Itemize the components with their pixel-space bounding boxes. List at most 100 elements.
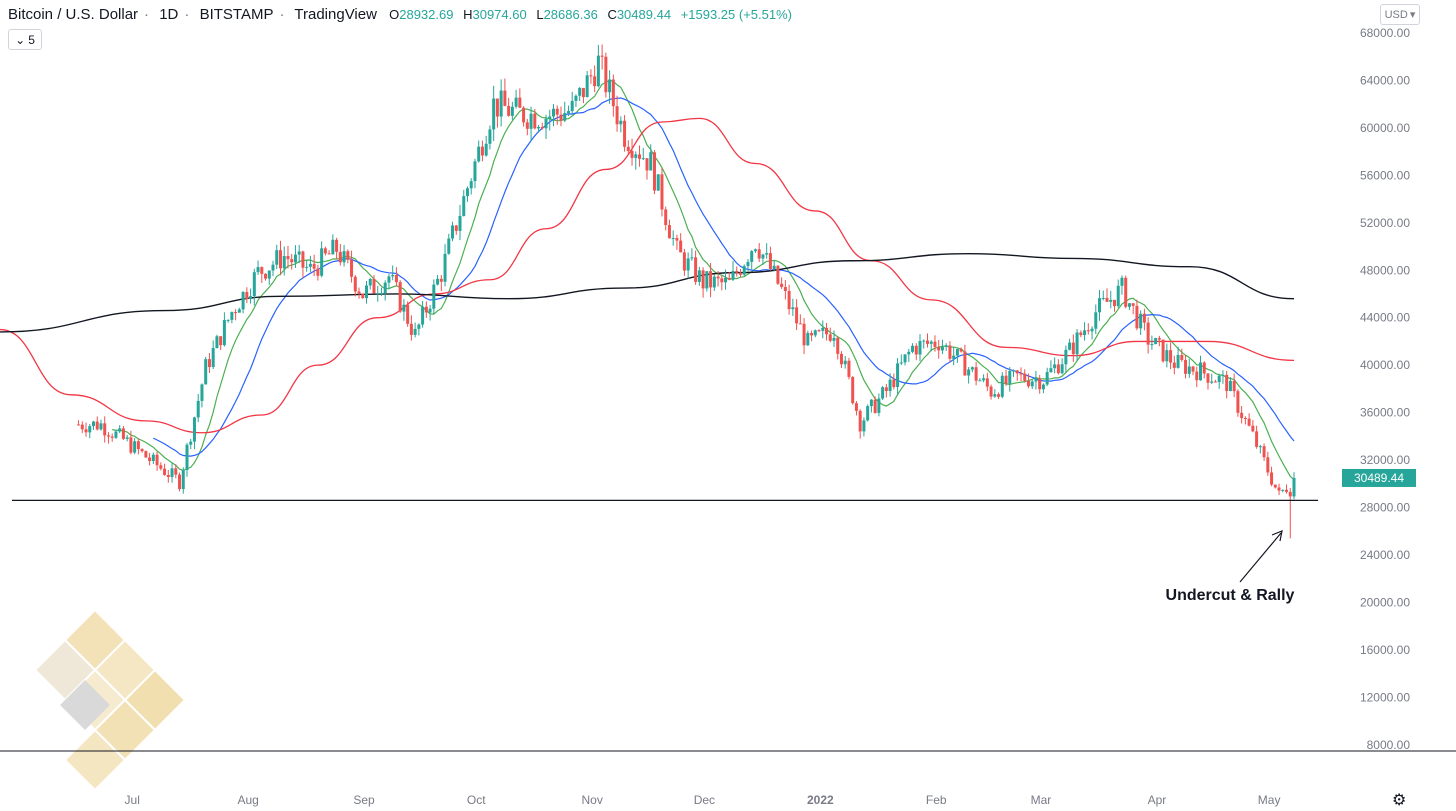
candle-body	[952, 355, 956, 359]
candle-body	[1281, 489, 1285, 491]
candle-body	[757, 249, 761, 259]
candle-body	[922, 340, 926, 342]
candle-body	[80, 424, 84, 430]
candle-body	[570, 100, 574, 112]
candle-body	[1232, 380, 1236, 392]
interval-label[interactable]: 1D	[159, 6, 179, 23]
currency-select[interactable]: USD ▾	[1380, 4, 1420, 25]
candle-body	[125, 437, 129, 439]
candle-body	[638, 154, 642, 159]
candle-body	[1008, 370, 1012, 384]
candle-body	[937, 346, 941, 351]
price-tick-label: 40000.00	[1360, 358, 1410, 372]
candle-body	[110, 436, 114, 438]
candle-body	[753, 249, 757, 252]
candle-body	[1019, 373, 1023, 375]
candle-body	[465, 188, 469, 197]
candle-body	[241, 291, 245, 310]
candle-body	[664, 209, 668, 226]
candle-body	[851, 377, 855, 404]
candle-body	[765, 253, 769, 255]
candle-body	[1124, 277, 1128, 307]
candle-body	[492, 98, 496, 130]
candle-body	[701, 270, 705, 289]
annotation-arrow	[1239, 532, 1282, 583]
candle-body	[245, 291, 249, 300]
candle-body	[185, 444, 189, 470]
candle-body	[925, 340, 929, 344]
candle-body	[1187, 366, 1191, 374]
candle-body	[406, 304, 410, 324]
candle-body	[1161, 339, 1165, 362]
candle-body	[163, 468, 167, 475]
candle-body	[121, 428, 125, 439]
candle-body	[1202, 362, 1206, 374]
candle-body	[1105, 297, 1109, 302]
candle-body	[91, 421, 95, 427]
candle-body	[1098, 298, 1102, 313]
candle-body	[929, 341, 933, 344]
candle-body	[735, 270, 739, 273]
price-tick-label: 28000.00	[1360, 501, 1410, 515]
price-tick-label: 52000.00	[1360, 216, 1410, 230]
candle-body	[866, 406, 870, 421]
price-axis[interactable]: 68000.00 64000.00 60000.00 56000.00 52000.00…	[1360, 26, 1410, 752]
time-tick-label: Aug	[237, 793, 258, 807]
candle-body	[99, 423, 103, 430]
gear-icon[interactable]: ⚙	[1392, 792, 1407, 809]
candle-body	[432, 284, 436, 309]
candle-body	[798, 323, 802, 325]
candle-body	[761, 254, 765, 259]
candle-body	[716, 276, 720, 279]
candle-body	[768, 253, 772, 270]
candle-body	[211, 348, 215, 368]
candle-body	[1258, 446, 1262, 448]
undercut-annotation[interactable]: Undercut & Rally	[1166, 587, 1295, 604]
candle-body	[1056, 364, 1060, 374]
candle-body	[911, 345, 915, 352]
time-tick-label: Jul	[125, 793, 140, 807]
candle-body	[1262, 446, 1266, 458]
candle-body	[477, 146, 481, 162]
candle-body	[813, 330, 817, 336]
candle-body	[694, 257, 698, 282]
indicator-collapse-button[interactable]: ⌄ 5	[8, 29, 42, 50]
candle-body	[1142, 313, 1146, 323]
candle-body	[1109, 299, 1113, 302]
candle-body	[293, 254, 297, 263]
time-axis[interactable]: Jul Aug Sep Oct Nov Dec 2022 Feb Mar Apr May	[0, 750, 1456, 807]
candle-body	[563, 113, 567, 121]
candle-body	[1240, 412, 1244, 418]
candle-body	[510, 106, 514, 116]
candle-body	[387, 276, 391, 283]
candle-body	[537, 126, 541, 129]
candle-body	[1251, 425, 1255, 432]
candle-body	[196, 400, 200, 418]
candle-body	[989, 386, 993, 397]
candle-body	[1068, 342, 1072, 350]
candle-body	[660, 174, 664, 210]
candle-body	[215, 336, 219, 349]
candle-body	[933, 341, 937, 347]
symbol-name[interactable]: Bitcoin / U.S. Dollar	[8, 6, 139, 23]
candle-body	[256, 267, 260, 273]
candle-body	[1176, 354, 1180, 368]
candle-body	[353, 276, 357, 292]
price-tick-label: 36000.00	[1360, 406, 1410, 420]
price-tick-label: 12000.00	[1360, 690, 1410, 704]
candle-body	[237, 309, 241, 313]
candle-body	[948, 345, 952, 359]
candle-body	[114, 431, 118, 438]
chevron-down-icon: ▾	[1409, 9, 1416, 21]
candle-body	[712, 276, 716, 288]
candle-body	[327, 253, 331, 255]
candle-body	[974, 367, 978, 381]
candle-body	[443, 253, 447, 282]
symbol-legend[interactable]: Bitcoin / U.S. Dollar · 1D · BITSTAMP · Tra…	[8, 6, 798, 23]
candle-body	[533, 113, 537, 129]
price-tick-label: 56000.00	[1360, 168, 1410, 182]
candle-body	[480, 146, 484, 156]
time-tick-label: Nov	[582, 793, 603, 807]
candle-body	[424, 306, 428, 313]
